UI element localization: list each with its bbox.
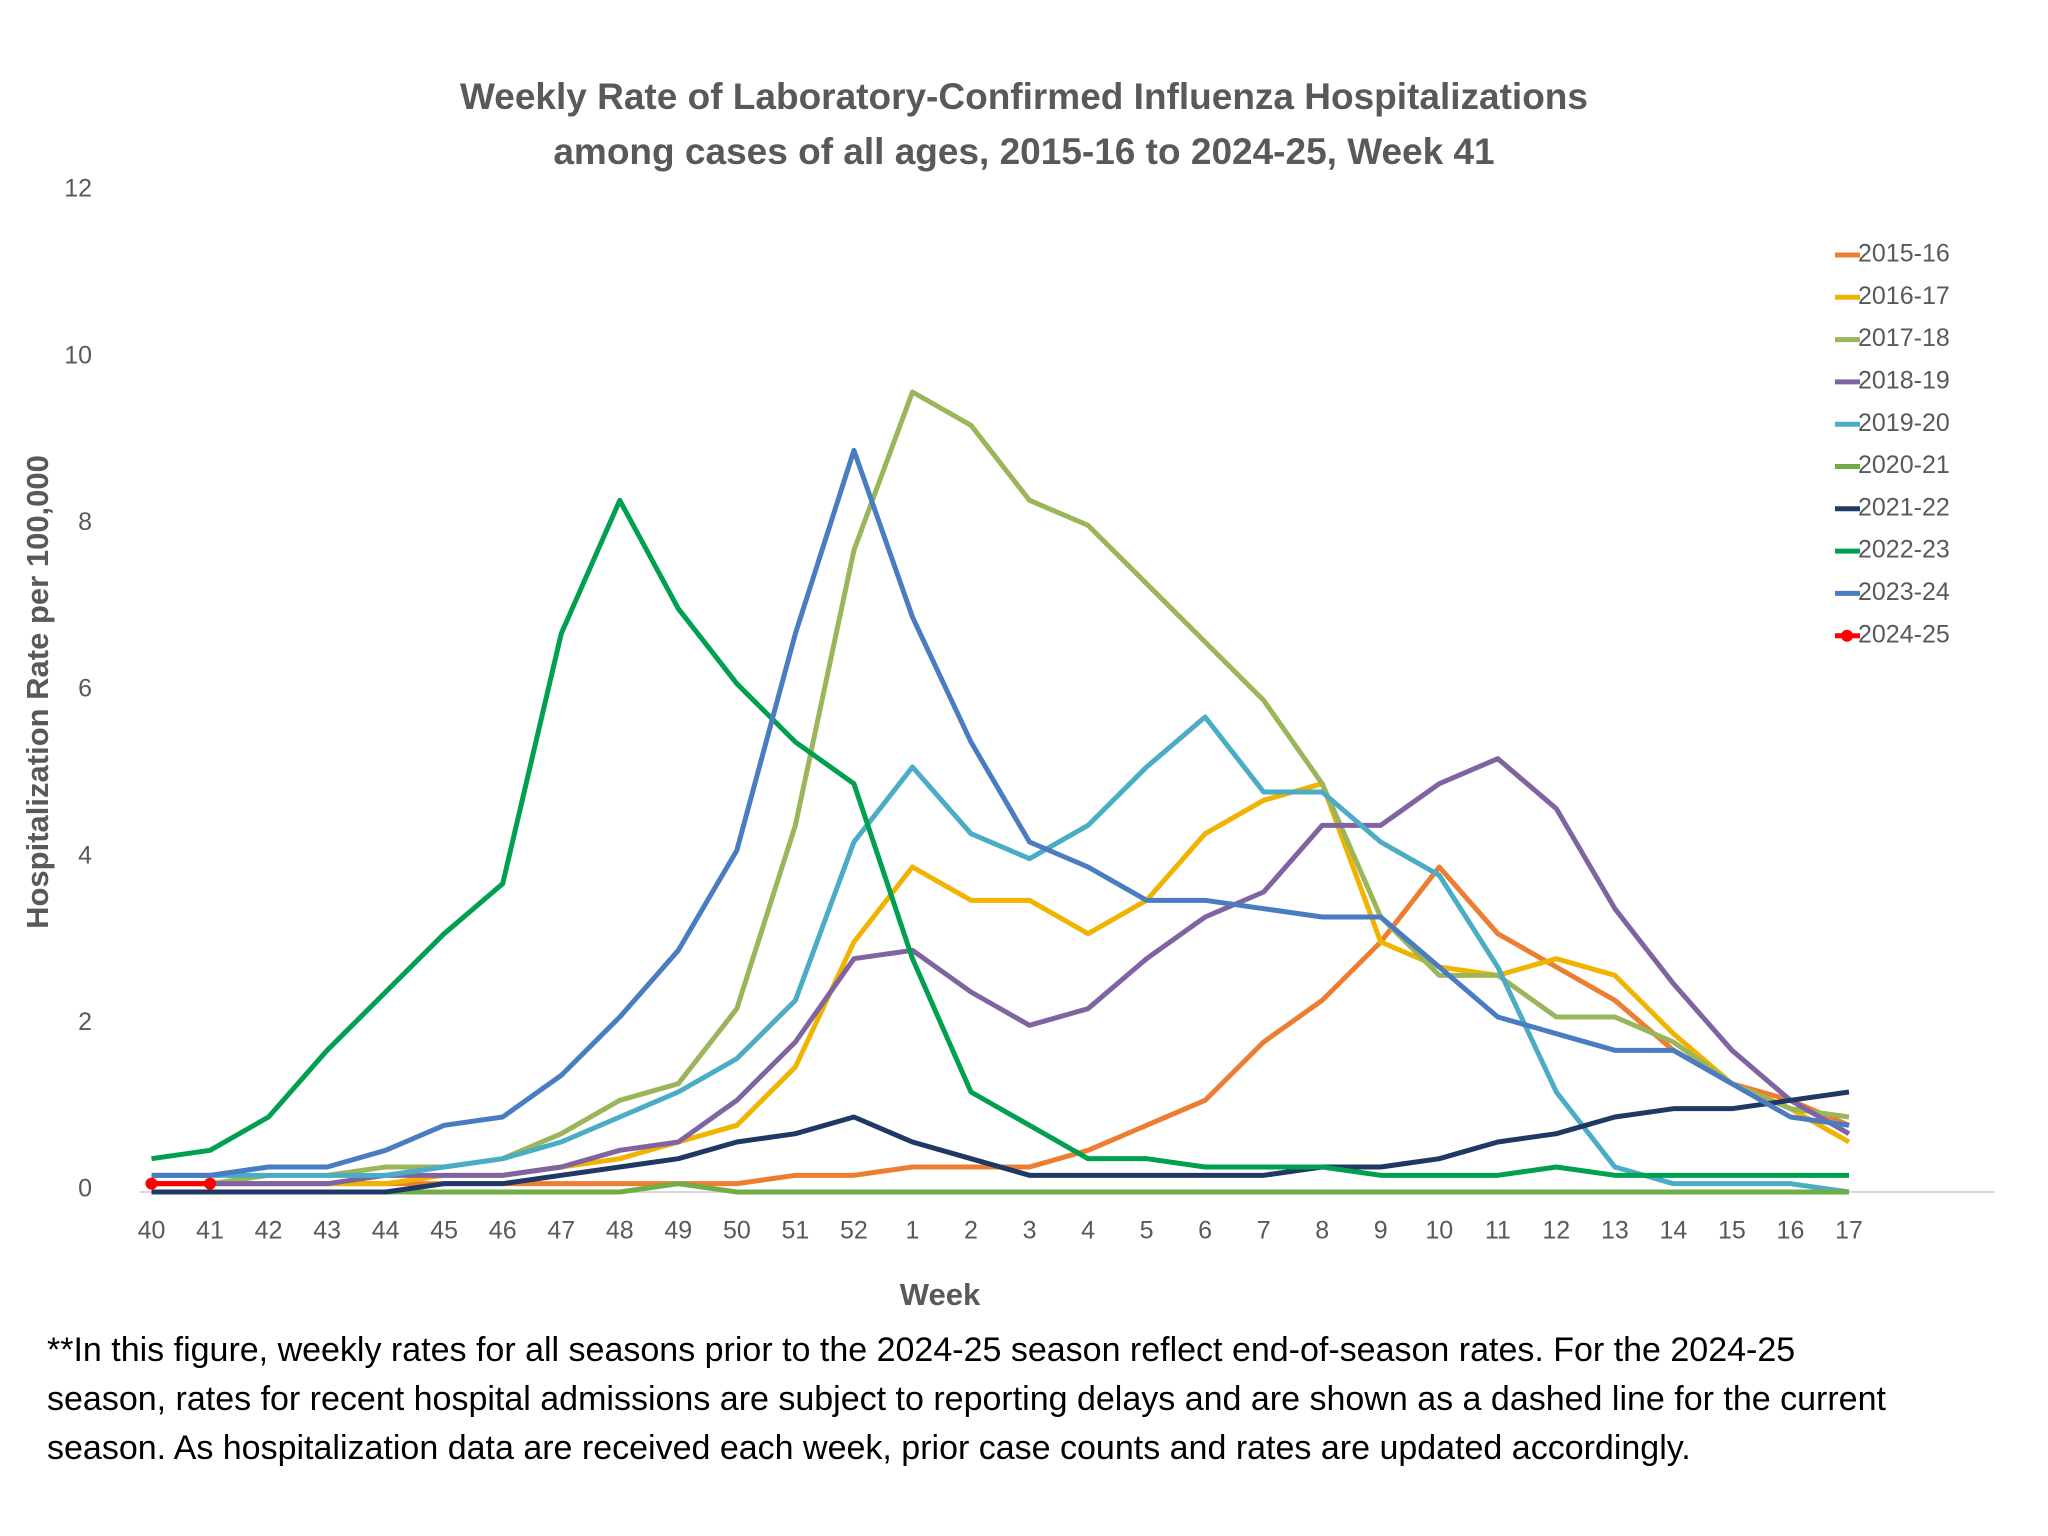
legend-label: 2021-22 <box>1858 493 1950 521</box>
x-tick-label: 40 <box>138 1217 166 1245</box>
x-axis-title: Week <box>900 1277 981 1312</box>
footnote: **In this figure, weekly rates for all s… <box>47 1331 1795 1369</box>
x-tick-label: 46 <box>489 1217 517 1245</box>
y-tick-label: 6 <box>78 675 92 703</box>
x-tick-label: 52 <box>840 1217 868 1245</box>
legend-label: 2024-25 <box>1858 620 1950 648</box>
x-tick-label: 44 <box>372 1217 400 1245</box>
footnote: season, rates for recent hospital admiss… <box>47 1380 1886 1418</box>
y-axis-title: Hospitalization Rate per 100,000 <box>20 455 55 929</box>
x-tick-label: 17 <box>1835 1217 1863 1245</box>
series-line <box>151 1181 1849 1195</box>
x-tick-label: 15 <box>1718 1217 1746 1245</box>
x-tick-label: 47 <box>547 1217 575 1245</box>
x-tick-label: 4 <box>1081 1217 1095 1245</box>
legend-label: 2022-23 <box>1858 536 1950 564</box>
legend-label: 2015-16 <box>1858 240 1950 268</box>
series-marker <box>145 1177 158 1190</box>
legend-label: 2016-17 <box>1858 282 1950 310</box>
series-line <box>151 1089 1850 1195</box>
series-line <box>151 447 1850 1178</box>
x-tick-label: 14 <box>1659 1217 1687 1245</box>
x-tick-label: 6 <box>1198 1217 1212 1245</box>
x-tick-label: 2 <box>964 1217 978 1245</box>
chart-title: Weekly Rate of Laboratory-Confirmed Infl… <box>460 76 1588 117</box>
x-tick-label: 45 <box>430 1217 458 1245</box>
footnote: season. As hospitalization data are rece… <box>47 1429 1691 1467</box>
y-tick-label: 4 <box>78 841 92 869</box>
legend-label: 2023-24 <box>1858 578 1950 606</box>
x-tick-label: 11 <box>1485 1217 1511 1245</box>
x-tick-label: 51 <box>781 1217 809 1245</box>
x-tick-label: 43 <box>313 1217 341 1245</box>
x-tick-label: 5 <box>1140 1217 1154 1245</box>
x-tick-label: 12 <box>1542 1217 1570 1245</box>
legend-label: 2017-18 <box>1858 324 1950 352</box>
y-tick-label: 8 <box>78 508 92 536</box>
legend-label: 2018-19 <box>1858 367 1950 395</box>
series-line <box>151 497 1849 1178</box>
x-tick-label: 41 <box>196 1217 224 1245</box>
y-tick-label: 2 <box>78 1008 92 1036</box>
x-tick-label: 8 <box>1315 1217 1329 1245</box>
legend-label: 2020-21 <box>1858 451 1950 479</box>
x-tick-label: 42 <box>255 1217 283 1245</box>
chart-title: among cases of all ages, 2015-16 to 2024… <box>553 131 1494 172</box>
x-tick-label: 1 <box>905 1217 919 1245</box>
legend-marker <box>1841 629 1853 642</box>
x-tick-label: 49 <box>664 1217 692 1245</box>
x-tick-label: 13 <box>1601 1217 1629 1245</box>
legend-label: 2019-20 <box>1858 409 1950 437</box>
series-line <box>151 756 1851 1187</box>
series-marker <box>204 1177 217 1190</box>
x-tick-label: 3 <box>1023 1217 1037 1245</box>
x-tick-label: 48 <box>606 1217 634 1245</box>
y-tick-label: 12 <box>64 175 92 203</box>
series-line <box>151 864 1850 1187</box>
y-tick-label: 0 <box>78 1175 92 1203</box>
x-tick-label: 16 <box>1777 1217 1805 1245</box>
x-tick-label: 10 <box>1425 1217 1453 1245</box>
x-tick-label: 9 <box>1374 1217 1388 1245</box>
x-tick-label: 50 <box>723 1217 751 1245</box>
x-tick-label: 7 <box>1257 1217 1271 1245</box>
series-line <box>151 714 1850 1195</box>
y-tick-label: 10 <box>64 341 92 369</box>
